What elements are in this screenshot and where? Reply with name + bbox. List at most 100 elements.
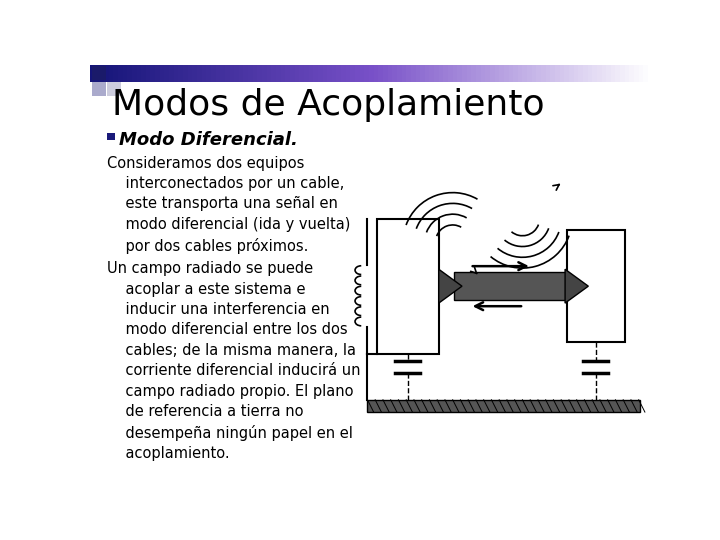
- Bar: [402, 65, 406, 82]
- Bar: [99, 65, 104, 82]
- Bar: [616, 65, 620, 82]
- Bar: [383, 65, 387, 82]
- Bar: [564, 65, 569, 82]
- Bar: [462, 65, 467, 82]
- Bar: [160, 65, 164, 82]
- Bar: [266, 65, 271, 82]
- Bar: [230, 65, 234, 82]
- Bar: [107, 82, 121, 96]
- Bar: [211, 65, 215, 82]
- Bar: [527, 65, 532, 82]
- Bar: [569, 65, 574, 82]
- Bar: [248, 65, 253, 82]
- Bar: [467, 65, 472, 82]
- Bar: [601, 65, 606, 82]
- Bar: [215, 65, 220, 82]
- Bar: [137, 65, 141, 82]
- Bar: [588, 65, 592, 82]
- Bar: [567, 231, 625, 342]
- Bar: [583, 65, 588, 82]
- Bar: [341, 65, 346, 82]
- Bar: [508, 65, 513, 82]
- Bar: [485, 65, 490, 82]
- Bar: [578, 65, 583, 82]
- Bar: [206, 65, 211, 82]
- Bar: [304, 65, 309, 82]
- Bar: [225, 65, 230, 82]
- Bar: [495, 65, 499, 82]
- Bar: [351, 65, 355, 82]
- Bar: [150, 65, 155, 82]
- Bar: [258, 65, 262, 82]
- Bar: [546, 65, 550, 82]
- Bar: [453, 65, 457, 82]
- Bar: [397, 65, 402, 82]
- Bar: [490, 65, 495, 82]
- Bar: [281, 65, 285, 82]
- Bar: [406, 65, 411, 82]
- Bar: [550, 65, 555, 82]
- Bar: [355, 65, 360, 82]
- Bar: [290, 65, 294, 82]
- Bar: [285, 65, 290, 82]
- Bar: [132, 65, 137, 82]
- Bar: [313, 65, 318, 82]
- Bar: [327, 65, 332, 82]
- Bar: [323, 65, 327, 82]
- Bar: [179, 65, 183, 82]
- Text: Modos de Acoplamiento: Modos de Acoplamiento: [112, 88, 544, 122]
- Bar: [367, 400, 640, 412]
- Bar: [174, 65, 179, 82]
- Bar: [169, 65, 174, 82]
- Bar: [276, 65, 281, 82]
- Bar: [457, 65, 462, 82]
- Bar: [364, 65, 369, 82]
- Bar: [429, 65, 434, 82]
- Bar: [183, 65, 188, 82]
- Bar: [164, 65, 169, 82]
- Bar: [243, 65, 248, 82]
- Text: Consideramos dos equipos
    interconectados por un cable,
    este transporta u: Consideramos dos equipos interconectados…: [107, 156, 351, 254]
- Bar: [411, 65, 415, 82]
- Bar: [141, 65, 145, 82]
- Bar: [420, 65, 425, 82]
- Bar: [644, 65, 648, 82]
- Bar: [532, 65, 536, 82]
- Bar: [504, 65, 508, 82]
- Bar: [513, 65, 518, 82]
- Bar: [309, 65, 313, 82]
- Bar: [332, 65, 336, 82]
- Bar: [518, 65, 523, 82]
- Bar: [155, 65, 160, 82]
- Bar: [188, 65, 192, 82]
- Polygon shape: [438, 269, 462, 303]
- Bar: [336, 65, 341, 82]
- Bar: [541, 65, 546, 82]
- Bar: [94, 65, 99, 82]
- Bar: [593, 65, 597, 82]
- Bar: [109, 65, 113, 82]
- Bar: [476, 65, 481, 82]
- Text: Un campo radiado se puede
    acoplar a este sistema e
    inducir una interfere: Un campo radiado se puede acoplar a este…: [107, 261, 361, 461]
- Bar: [91, 82, 106, 96]
- Polygon shape: [565, 269, 588, 303]
- Bar: [434, 65, 438, 82]
- Bar: [197, 65, 202, 82]
- Bar: [262, 65, 266, 82]
- Bar: [127, 65, 132, 82]
- Bar: [438, 65, 444, 82]
- Bar: [555, 65, 559, 82]
- Bar: [472, 65, 476, 82]
- Bar: [629, 65, 634, 82]
- Bar: [239, 65, 243, 82]
- Bar: [523, 65, 527, 82]
- Bar: [113, 65, 118, 82]
- Bar: [202, 65, 206, 82]
- Bar: [122, 65, 127, 82]
- Bar: [454, 272, 567, 300]
- Bar: [536, 65, 541, 82]
- Bar: [499, 65, 504, 82]
- Bar: [611, 65, 616, 82]
- Bar: [374, 65, 378, 82]
- Bar: [425, 65, 429, 82]
